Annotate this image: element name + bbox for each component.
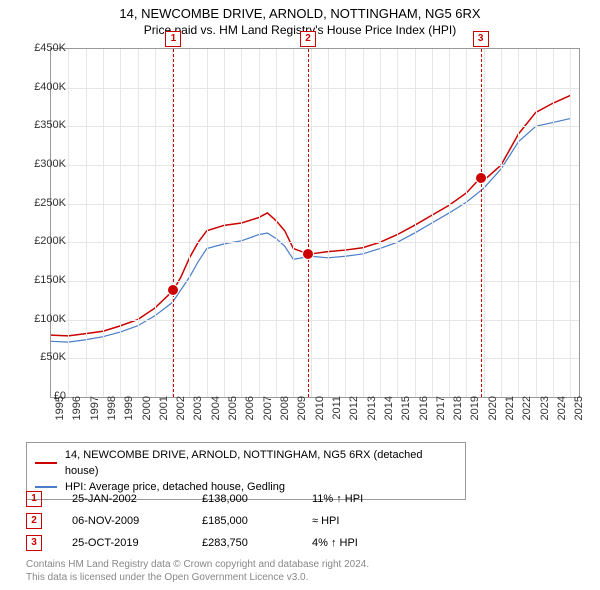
x-tick-label: 1996 [71, 396, 83, 436]
chart-container: 14, NEWCOMBE DRIVE, ARNOLD, NOTTINGHAM, … [0, 0, 600, 590]
sale-date: 25-JAN-2002 [72, 493, 202, 505]
x-tick-label: 2006 [244, 396, 256, 436]
sale-hpi: 11% ↑ HPI [312, 493, 432, 505]
x-tick-label: 1997 [89, 396, 101, 436]
x-tick-label: 2003 [192, 396, 204, 436]
x-tick-label: 1999 [123, 396, 135, 436]
x-tick-label: 2011 [331, 396, 343, 436]
sale-marker-box: 3 [26, 535, 42, 551]
x-tick-label: 2016 [418, 396, 430, 436]
x-tick-label: 2004 [210, 396, 222, 436]
sale-marker-flag: 3 [473, 31, 489, 47]
x-tick-label: 2023 [539, 396, 551, 436]
x-tick-label: 2002 [175, 396, 187, 436]
x-tick-label: 1998 [106, 396, 118, 436]
legend-swatch [35, 462, 57, 464]
x-tick-label: 2022 [521, 396, 533, 436]
sales-table: 1 25-JAN-2002 £138,000 11% ↑ HPI 2 06-NO… [26, 488, 432, 554]
x-tick-label: 2014 [383, 396, 395, 436]
y-tick-label: £300K [16, 158, 66, 170]
footer-line: This data is licensed under the Open Gov… [26, 571, 369, 584]
sale-row: 1 25-JAN-2002 £138,000 11% ↑ HPI [26, 488, 432, 510]
sale-data-point [475, 172, 487, 184]
x-tick-label: 2005 [227, 396, 239, 436]
y-tick-label: £400K [16, 81, 66, 93]
x-tick-label: 2012 [348, 396, 360, 436]
sale-data-point [302, 248, 314, 260]
x-tick-label: 2013 [366, 396, 378, 436]
x-tick-label: 2008 [279, 396, 291, 436]
x-tick-label: 1995 [54, 396, 66, 436]
y-tick-label: £250K [16, 197, 66, 209]
sale-row: 3 25-OCT-2019 £283,750 4% ↑ HPI [26, 532, 432, 554]
x-tick-label: 2019 [469, 396, 481, 436]
x-tick-label: 2017 [435, 396, 447, 436]
x-tick-label: 2021 [504, 396, 516, 436]
sale-hpi: ≈ HPI [312, 515, 432, 527]
x-tick-label: 2001 [158, 396, 170, 436]
x-tick-label: 2007 [262, 396, 274, 436]
sale-marker-flag: 2 [300, 31, 316, 47]
x-tick-label: 2025 [573, 396, 585, 436]
legend-label: 14, NEWCOMBE DRIVE, ARNOLD, NOTTINGHAM, … [65, 447, 457, 479]
sale-price: £185,000 [202, 515, 312, 527]
sale-price: £283,750 [202, 537, 312, 549]
x-tick-label: 2009 [296, 396, 308, 436]
y-tick-label: £100K [16, 313, 66, 325]
footer-attribution: Contains HM Land Registry data © Crown c… [26, 558, 369, 584]
line-series-svg [51, 49, 579, 397]
sale-date: 06-NOV-2009 [72, 515, 202, 527]
x-tick-label: 2020 [487, 396, 499, 436]
x-tick-label: 2018 [452, 396, 464, 436]
y-tick-label: £200K [16, 235, 66, 247]
plot-area: 123 [50, 48, 580, 398]
y-tick-label: £350K [16, 119, 66, 131]
y-tick-label: £450K [16, 42, 66, 54]
y-tick-label: £150K [16, 274, 66, 286]
sale-data-point [167, 284, 179, 296]
chart-title: 14, NEWCOMBE DRIVE, ARNOLD, NOTTINGHAM, … [0, 6, 600, 21]
x-tick-label: 2024 [556, 396, 568, 436]
sale-marker-box: 1 [26, 491, 42, 507]
legend-item: 14, NEWCOMBE DRIVE, ARNOLD, NOTTINGHAM, … [35, 447, 457, 479]
x-tick-label: 2015 [400, 396, 412, 436]
footer-line: Contains HM Land Registry data © Crown c… [26, 558, 369, 571]
sale-marker-flag: 1 [165, 31, 181, 47]
sale-marker-box: 2 [26, 513, 42, 529]
sale-date: 25-OCT-2019 [72, 537, 202, 549]
sale-row: 2 06-NOV-2009 £185,000 ≈ HPI [26, 510, 432, 532]
sale-hpi: 4% ↑ HPI [312, 537, 432, 549]
sale-price: £138,000 [202, 493, 312, 505]
x-tick-label: 2010 [314, 396, 326, 436]
x-tick-label: 2000 [141, 396, 153, 436]
y-tick-label: £50K [16, 351, 66, 363]
